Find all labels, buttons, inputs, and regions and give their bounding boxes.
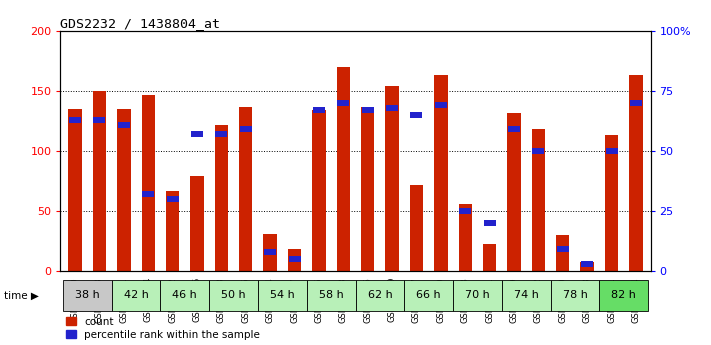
Bar [215, 131, 228, 137]
Bar [142, 191, 154, 197]
Bar [556, 235, 570, 271]
Bar [410, 112, 422, 118]
Text: 66 h: 66 h [417, 290, 441, 300]
Bar [166, 196, 178, 202]
Text: 58 h: 58 h [319, 290, 343, 300]
Bar [410, 185, 423, 271]
Text: 50 h: 50 h [221, 290, 246, 300]
Text: 46 h: 46 h [173, 290, 197, 300]
Bar [63, 280, 112, 310]
Text: 74 h: 74 h [514, 290, 539, 300]
Bar [69, 117, 81, 123]
Bar [630, 100, 642, 106]
Bar [289, 256, 301, 262]
Text: 70 h: 70 h [465, 290, 490, 300]
Bar [459, 208, 471, 214]
Bar [362, 107, 374, 113]
Bar [361, 107, 375, 271]
Bar [453, 280, 502, 310]
Bar [508, 126, 520, 132]
Bar [557, 246, 569, 252]
Bar [599, 280, 648, 310]
Bar [386, 105, 398, 111]
Bar [68, 109, 82, 271]
Bar [581, 260, 593, 267]
Text: time ▶: time ▶ [4, 291, 38, 301]
Bar [435, 102, 447, 108]
Bar [191, 176, 203, 271]
Bar [550, 280, 599, 310]
Bar [288, 249, 301, 271]
Bar [141, 95, 155, 271]
Bar [117, 109, 131, 271]
Bar [118, 121, 130, 128]
Bar [483, 245, 496, 271]
Bar [306, 280, 356, 310]
Bar [112, 280, 161, 310]
Bar [606, 148, 618, 154]
Text: 82 h: 82 h [611, 290, 636, 300]
Text: 62 h: 62 h [368, 290, 392, 300]
Bar [356, 280, 405, 310]
Bar [313, 107, 325, 113]
Text: 38 h: 38 h [75, 290, 100, 300]
Bar [580, 263, 594, 271]
Text: 54 h: 54 h [270, 290, 295, 300]
Bar [239, 107, 252, 271]
Bar [161, 280, 209, 310]
Text: 42 h: 42 h [124, 290, 149, 300]
Bar [312, 110, 326, 271]
Bar [191, 131, 203, 137]
Bar [258, 280, 306, 310]
Bar [92, 91, 106, 271]
Bar [629, 76, 643, 271]
Bar [240, 126, 252, 132]
Bar [459, 204, 472, 271]
Bar [605, 135, 619, 271]
Bar [336, 67, 350, 271]
Bar [502, 280, 550, 310]
Bar [483, 220, 496, 226]
Bar [405, 280, 453, 310]
Bar [337, 100, 349, 106]
Bar [385, 86, 399, 271]
Bar [508, 112, 520, 271]
Bar [166, 190, 179, 271]
Text: 78 h: 78 h [562, 290, 587, 300]
Bar [532, 129, 545, 271]
Bar [434, 76, 447, 271]
Bar [209, 280, 258, 310]
Bar [215, 125, 228, 271]
Bar [264, 249, 276, 255]
Bar [533, 148, 545, 154]
Legend: count, percentile rank within the sample: count, percentile rank within the sample [65, 317, 260, 340]
Bar [264, 234, 277, 271]
Text: GDS2232 / 1438804_at: GDS2232 / 1438804_at [60, 17, 220, 30]
Bar [93, 117, 105, 123]
